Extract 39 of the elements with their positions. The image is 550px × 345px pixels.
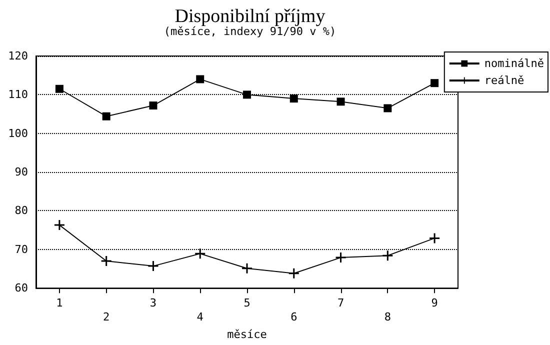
chart-subtitle: (měsíce, indexy 91/90 v %) [164, 25, 336, 38]
x-tick-label: 6 [290, 310, 298, 324]
point [101, 256, 112, 266]
point [243, 90, 251, 99]
x-axis-title: měsíce [227, 328, 267, 341]
y-tick-label: 80 [14, 204, 28, 218]
x-tick-label: 1 [56, 296, 63, 310]
x-tick-label: 4 [196, 310, 204, 324]
x-tick-label: 5 [244, 296, 250, 310]
point [430, 79, 439, 88]
y-tick-label: 70 [14, 242, 28, 256]
y-tick-label: 90 [14, 166, 28, 179]
y-tick-label: 120 [8, 50, 28, 62]
x-tick-label: 7 [337, 296, 344, 310]
point [102, 112, 110, 120]
point [195, 248, 206, 259]
y-tick-label: 110 [8, 88, 28, 102]
legend-label: reálně [484, 74, 524, 87]
point [288, 268, 299, 278]
point [149, 102, 158, 110]
point [430, 233, 440, 244]
x-tick-label: 2 [103, 310, 110, 324]
point [290, 94, 298, 103]
x-tick-label: 8 [384, 310, 391, 324]
point [242, 263, 252, 274]
y-tick-label: 60 [14, 282, 28, 295]
x-tick-label: 9 [431, 296, 438, 310]
point [148, 261, 158, 272]
point [196, 75, 204, 84]
legend-label: nominálně [484, 57, 544, 70]
y-tick-label: 100 [8, 126, 28, 140]
point [382, 250, 393, 261]
point [384, 104, 392, 112]
x-tick-label: 3 [150, 296, 157, 310]
chart-title: Disponibilní příjmy [174, 6, 326, 27]
point [336, 98, 345, 106]
point [55, 84, 64, 93]
point [54, 220, 64, 230]
point [336, 252, 346, 263]
